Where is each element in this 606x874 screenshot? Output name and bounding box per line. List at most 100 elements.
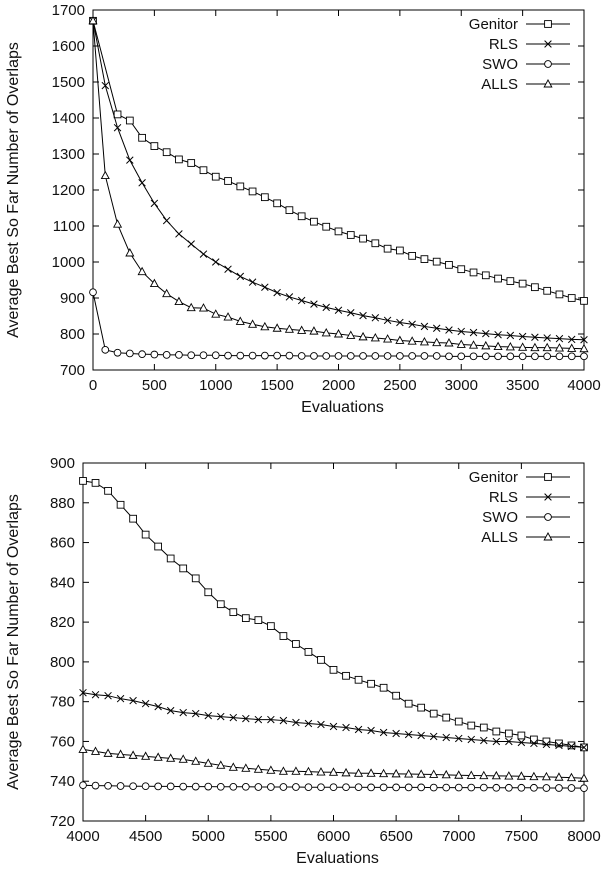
data-point (456, 339, 466, 348)
data-point (469, 328, 478, 337)
data-point (272, 323, 282, 332)
data-point (254, 715, 263, 724)
y-tick-label: 1200 (52, 182, 85, 199)
data-point (367, 679, 375, 688)
data-point (321, 327, 331, 337)
legend-label: Genitor (469, 469, 518, 486)
data-point (191, 756, 201, 765)
data-point (285, 206, 294, 215)
data-point (267, 715, 275, 724)
data-point (186, 302, 196, 312)
data-point (467, 783, 476, 792)
data-point (334, 306, 343, 314)
data-point (404, 699, 413, 708)
data-point (179, 708, 187, 717)
data-point (481, 340, 491, 350)
data-point (517, 738, 526, 747)
x-tick-label: 6500 (379, 828, 412, 845)
data-point (261, 193, 269, 202)
data-point (342, 783, 350, 792)
data-point (567, 343, 577, 352)
data-point (580, 352, 588, 361)
data-point (235, 316, 245, 325)
data-point (253, 764, 263, 773)
legend-marker (544, 60, 552, 68)
x-axis-label: Evaluations (301, 399, 384, 416)
data-point (179, 564, 188, 573)
data-point (479, 783, 488, 792)
data-point (138, 179, 146, 187)
data-point (518, 352, 527, 361)
data-point (379, 783, 388, 792)
data-point (492, 737, 501, 746)
data-point (178, 754, 188, 763)
x-tick-label: 1000 (199, 377, 232, 394)
data-point (543, 286, 552, 295)
x-tick-label: 3000 (445, 377, 478, 394)
data-point (285, 351, 294, 360)
data-point (149, 278, 159, 288)
x-tick-label: 5500 (254, 828, 287, 845)
series-line (82, 692, 585, 748)
data-point (392, 691, 400, 700)
data-point (531, 352, 539, 361)
data-point (166, 753, 176, 762)
data-point (579, 343, 589, 353)
data-point (179, 782, 188, 791)
data-point (101, 81, 110, 90)
data-point (309, 326, 319, 335)
data-point (150, 199, 159, 208)
series-rls (79, 688, 588, 752)
data-point (236, 182, 245, 191)
data-point (138, 350, 146, 359)
data-point (580, 743, 588, 752)
data-point (383, 352, 392, 360)
data-point (354, 783, 363, 792)
data-point (322, 303, 330, 312)
data-point (125, 349, 134, 358)
data-point (429, 769, 439, 778)
data-point (417, 783, 426, 792)
data-point (506, 331, 515, 340)
data-point (150, 350, 159, 359)
data-point (236, 272, 245, 281)
data-point (567, 294, 576, 302)
data-point (154, 542, 163, 551)
data-point (273, 199, 281, 208)
data-point (199, 351, 208, 360)
data-point (284, 324, 294, 333)
data-point (347, 309, 355, 317)
data-point (116, 782, 125, 790)
data-point (505, 729, 513, 738)
data-point (154, 782, 163, 791)
data-point (141, 782, 150, 791)
x-tick-label: 4000 (66, 828, 99, 845)
data-point (266, 765, 276, 774)
data-point (353, 768, 364, 777)
x-tick-label: 2000 (322, 377, 355, 394)
data-point (78, 744, 88, 753)
data-point (408, 320, 416, 329)
data-point (310, 217, 318, 226)
data-point (162, 288, 172, 298)
data-point (371, 352, 380, 360)
data-point (104, 781, 112, 790)
data-point (279, 632, 288, 640)
data-point (554, 772, 564, 781)
data-point (506, 352, 515, 361)
data-point (432, 257, 441, 266)
data-point (417, 703, 426, 712)
data-point (367, 783, 375, 792)
y-tick-label: 780 (50, 694, 75, 711)
data-point (579, 773, 589, 782)
y-tick-label: 860 (50, 535, 75, 552)
data-point (116, 749, 126, 758)
series-alls (88, 15, 589, 353)
data-point (392, 783, 400, 792)
data-point (292, 718, 300, 727)
data-point (304, 648, 313, 656)
x-tick-label: 4000 (567, 377, 600, 394)
data-point (481, 271, 490, 280)
data-point (567, 784, 576, 792)
y-tick-label: 820 (50, 614, 75, 631)
